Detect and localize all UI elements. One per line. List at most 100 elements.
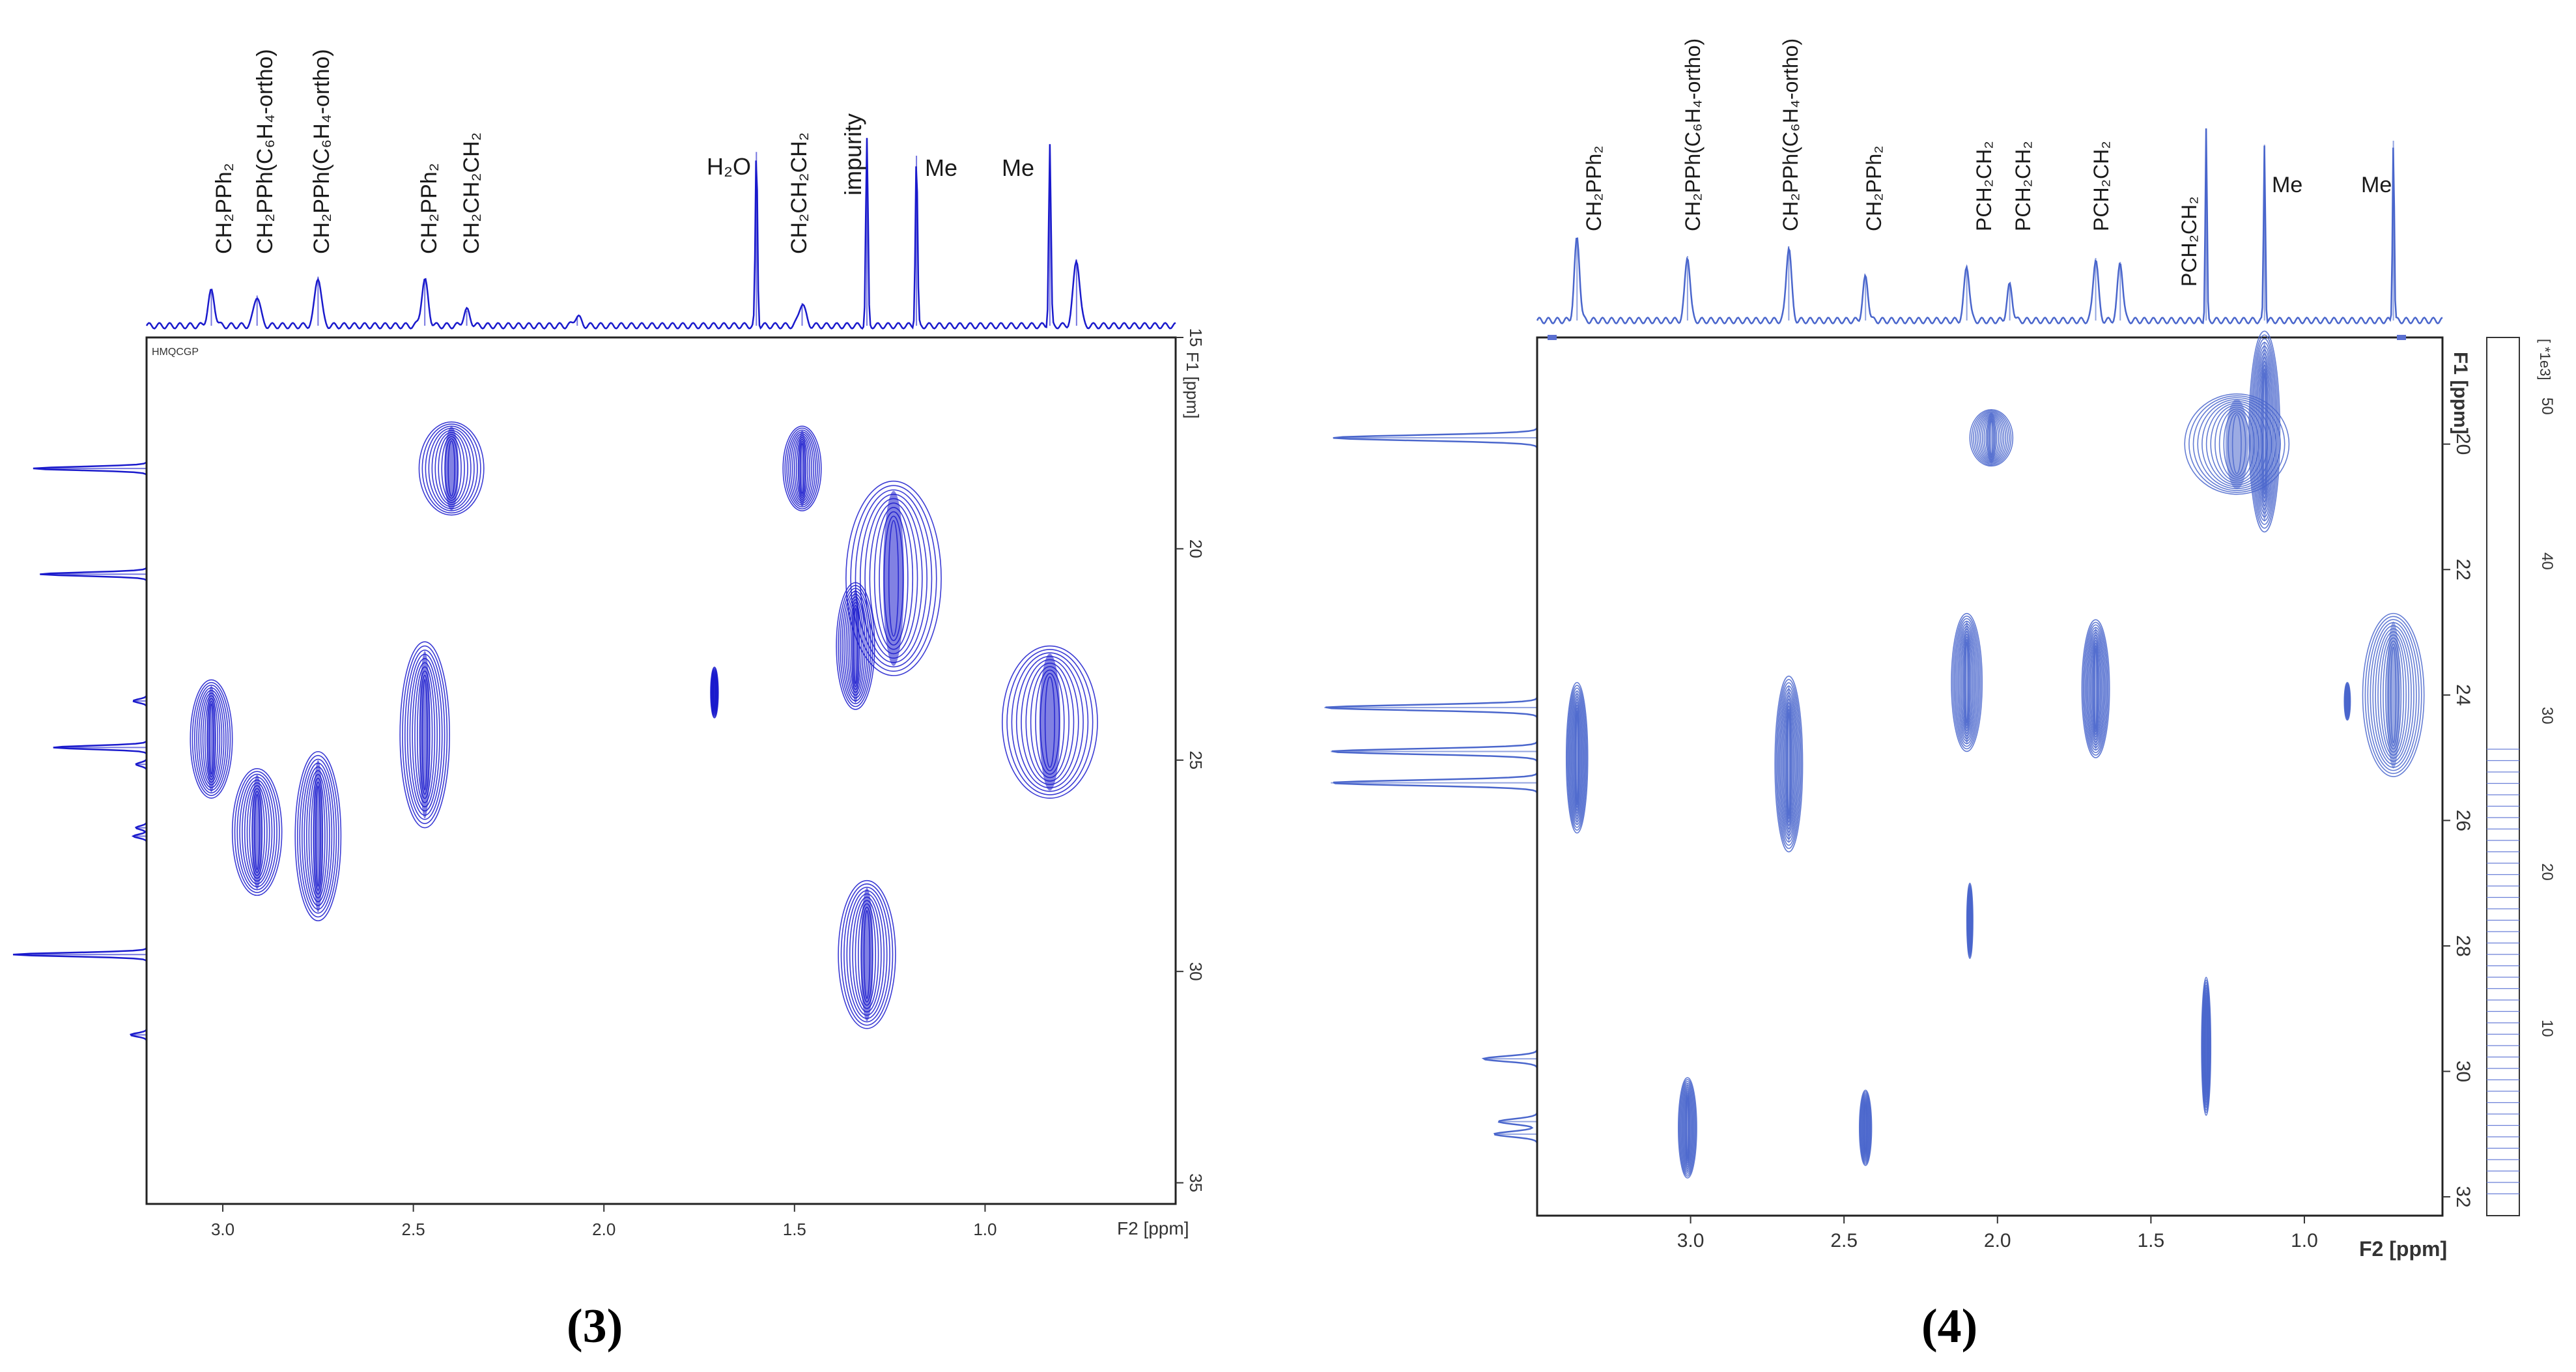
contour-core (883, 491, 905, 666)
contour-line (850, 485, 937, 672)
contour-core (1685, 1082, 1690, 1173)
contour-line (1001, 645, 1098, 799)
label-ch2pph2: CH₂PPh₂ (1582, 145, 1606, 231)
contour-core (2225, 399, 2248, 490)
contour-core (851, 589, 860, 704)
cross-peak (399, 641, 450, 829)
contour-line (2343, 681, 2351, 721)
label-ch2pph-ortho: CH₂PPh(C₆H₄-ortho) (1779, 38, 1802, 231)
contour-core (1864, 1094, 1867, 1162)
contour-line (296, 754, 339, 918)
cross-peak (1565, 681, 1589, 834)
panel-4-x-axis-title: F2 [ppm] (2359, 1237, 2447, 1261)
contour-line (855, 489, 933, 668)
label-ch2ch2ch2: CH₂CH₂CH₂ (459, 132, 484, 254)
cross-peak (838, 879, 896, 1029)
contour-line (2250, 334, 2280, 529)
x-tick-label: 2.0 (592, 1220, 616, 1239)
intensity-scale-unit: [ *1e3] (2537, 339, 2553, 380)
label-h2o: H₂O (707, 153, 751, 180)
x-tick-label: 1.5 (783, 1220, 806, 1239)
label-ch2pph-ortho: CH₂PPh(C₆H₄-ortho) (253, 49, 277, 254)
contour-line (2082, 622, 2109, 756)
panel-3-f2-projection (145, 137, 1176, 330)
intensity-scale-tick: 40 (2538, 552, 2556, 570)
label-pch2ch2: PCH₂CH₂ (2011, 141, 2035, 231)
contour-line (193, 684, 229, 793)
y-tick-label: 20 (1186, 539, 1206, 558)
y-tick-label: 15 (1186, 328, 1206, 347)
panel-4-f2-projection (1536, 128, 2443, 325)
intensity-scale-tick: 50 (2538, 397, 2556, 415)
contour-core (2092, 626, 2099, 751)
y-tick-label: 20 (2452, 433, 2474, 455)
y-tick-label: 32 (2452, 1186, 2474, 1207)
contour-line (234, 771, 280, 893)
intensity-scale-tick: 10 (2538, 1020, 2556, 1037)
label-ch2pph2: CH₂PPh₂ (417, 163, 442, 254)
contour-line (1971, 410, 2012, 466)
label-me: Me (2272, 173, 2302, 197)
cross-peak (2081, 619, 2110, 758)
contour-line (402, 645, 448, 824)
cross-peak (294, 750, 342, 922)
contour-core (2205, 984, 2208, 1109)
panel-4-peak-labels: CH₂PPh₂ CH₂PPh(C₆H₄-ortho) CH₂PPh(C₆H₄-o… (1582, 38, 2392, 287)
intensity-scale-tick: 30 (2538, 707, 2556, 724)
cross-peak (2248, 330, 2281, 533)
contour-line (421, 423, 481, 514)
contour-core (1968, 887, 1972, 955)
contour-core (1039, 653, 1060, 791)
contour-line (786, 429, 818, 507)
contour-line (190, 679, 233, 799)
panel-3-caption: (3) (567, 1300, 623, 1353)
contour-line (784, 427, 820, 509)
contour-line (1677, 1077, 1697, 1179)
cross-peak (2184, 393, 2290, 495)
panel-4-corner-marker (1548, 335, 1557, 340)
contour-line (1953, 618, 1981, 747)
contour-core (1785, 685, 1792, 844)
cross-peak (836, 582, 875, 710)
x-tick-label: 2.0 (1984, 1230, 2011, 1251)
contour-line (840, 883, 894, 1026)
label-me: Me (1002, 154, 1034, 181)
panel-4-y-axis-title: F1 [ppm] (2450, 352, 2471, 435)
cross-peak (710, 666, 719, 719)
y-tick-label: 30 (1186, 962, 1206, 981)
x-tick-label: 1.0 (2291, 1230, 2318, 1251)
panel-3-x-axis-title: F2 [ppm] (1117, 1218, 1189, 1238)
cross-peak (231, 767, 283, 896)
contour-line (1952, 615, 1982, 750)
label-ch2pph2: CH₂PPh₂ (212, 163, 236, 254)
x-tick-label: 1.5 (2138, 1230, 2165, 1251)
panel-3-y-axis-title: F1 [ppm] (1183, 352, 1202, 419)
cross-peak (782, 425, 822, 511)
contour-line (1006, 649, 1094, 795)
x-tick-label: 1.0 (973, 1220, 997, 1239)
label-me: Me (925, 154, 957, 181)
contour-line (782, 425, 822, 511)
contour-line (399, 641, 450, 829)
contour-line (838, 879, 896, 1029)
cross-peak (1001, 645, 1098, 799)
contour-line (2248, 330, 2281, 533)
panel-3-pulse-label: HMQCGP (152, 347, 199, 358)
contour-line (1566, 685, 1588, 831)
contour-line (838, 584, 873, 707)
contour-line (1776, 679, 1802, 850)
contour-line (840, 588, 871, 705)
label-pch2ch2: PCH₂CH₂ (2177, 196, 2201, 287)
contour-line (2362, 612, 2425, 777)
panel-4-cross-peaks (1565, 330, 2425, 1179)
panel-3-y-axis: 15 20 25 30 35 (1176, 328, 1206, 1192)
contour-line (1776, 682, 1801, 846)
contour-core (1574, 690, 1579, 826)
panel-3-plot-frame (145, 336, 1177, 1205)
panel-3-cross-peaks (190, 421, 1098, 1029)
y-tick-label: 28 (2452, 935, 2474, 956)
y-tick-label: 30 (2452, 1061, 2474, 1082)
label-me: Me (2361, 173, 2392, 197)
label-ch2pph-ortho: CH₂PPh(C₆H₄-ortho) (309, 49, 334, 254)
